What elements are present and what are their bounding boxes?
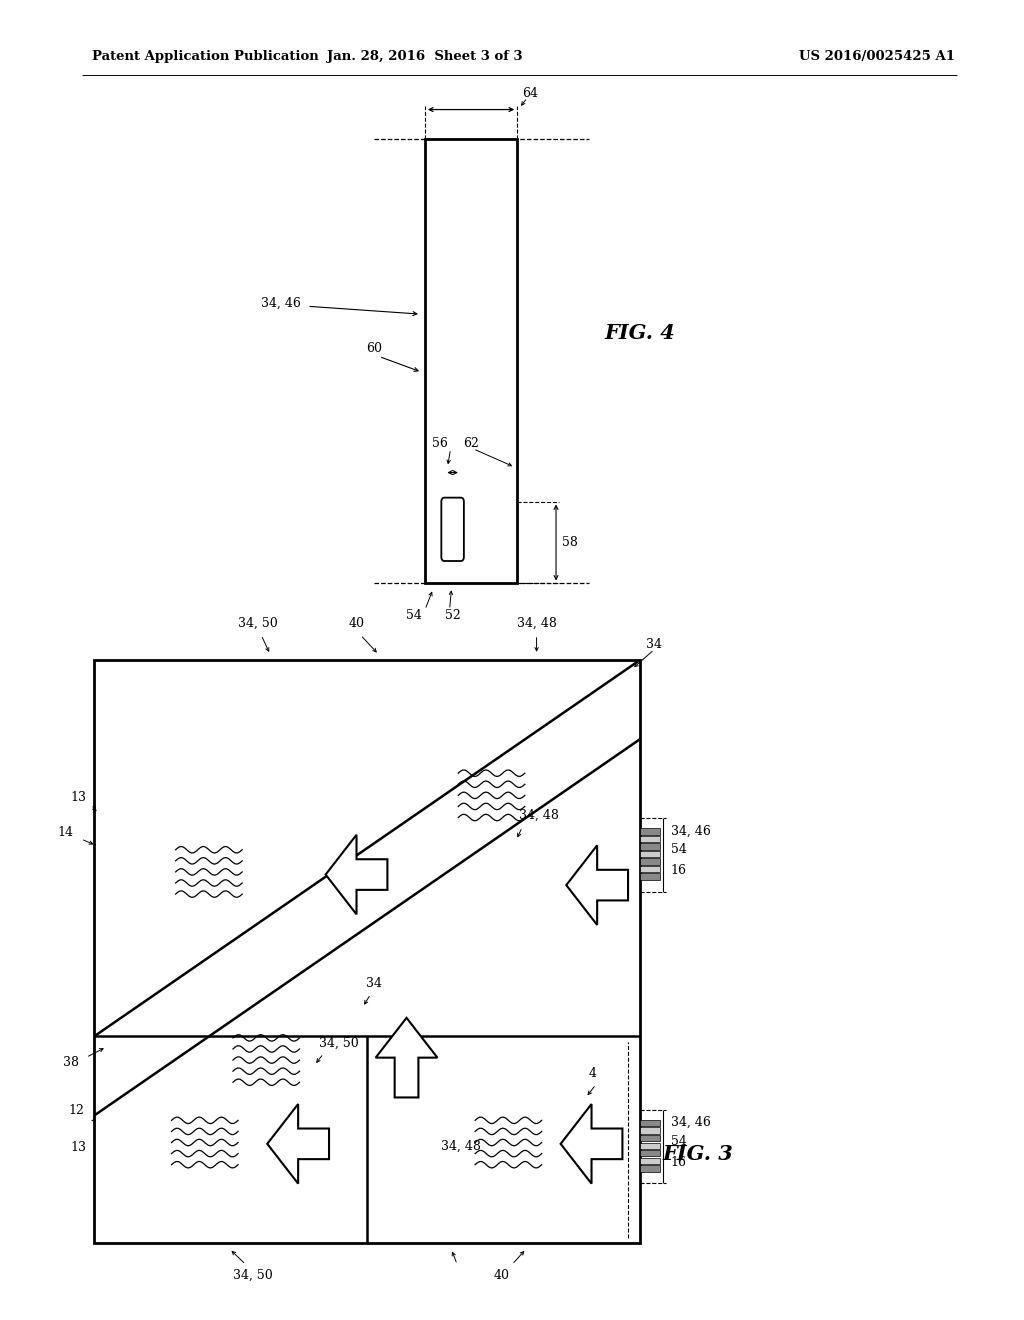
Bar	[640, 1135, 660, 1142]
Text: Patent Application Publication: Patent Application Publication	[92, 50, 318, 63]
Bar	[640, 836, 660, 842]
Polygon shape	[566, 845, 628, 925]
Text: 34, 50: 34, 50	[233, 1269, 272, 1282]
Bar	[640, 866, 660, 873]
Bar	[640, 1127, 660, 1134]
Text: US 2016/0025425 A1: US 2016/0025425 A1	[799, 50, 954, 63]
Text: 34, 48: 34, 48	[519, 809, 559, 821]
Text: 54: 54	[671, 843, 687, 855]
Polygon shape	[561, 1104, 623, 1184]
Text: 13: 13	[70, 792, 86, 804]
Text: 34, 50: 34, 50	[319, 1036, 359, 1049]
Text: 38: 38	[62, 1056, 79, 1069]
Bar	[640, 851, 660, 857]
Text: 40: 40	[494, 1269, 510, 1282]
Text: 58: 58	[562, 536, 579, 549]
Text: FIG. 4: FIG. 4	[604, 322, 675, 343]
Text: 34, 50: 34, 50	[239, 616, 278, 630]
Text: 16: 16	[671, 865, 687, 876]
Text: 4: 4	[589, 1068, 597, 1080]
Text: 52: 52	[445, 609, 461, 622]
Text: 64: 64	[522, 87, 539, 100]
Text: 34, 46: 34, 46	[261, 297, 301, 310]
Text: 16: 16	[671, 1156, 687, 1168]
Text: FIG. 3: FIG. 3	[663, 1143, 733, 1164]
FancyBboxPatch shape	[441, 498, 464, 561]
Text: 34, 46: 34, 46	[671, 825, 711, 837]
Text: 34, 48: 34, 48	[441, 1140, 481, 1152]
Bar	[640, 858, 660, 865]
Text: 54: 54	[406, 609, 422, 622]
Text: 54: 54	[671, 1135, 687, 1147]
Bar	[640, 1143, 660, 1148]
Bar	[640, 828, 660, 834]
Text: 34, 46: 34, 46	[671, 1117, 711, 1129]
Text: 34: 34	[646, 638, 663, 651]
Bar	[425, 139, 517, 583]
Bar	[640, 843, 660, 850]
Polygon shape	[267, 1104, 329, 1184]
Text: Jan. 28, 2016  Sheet 3 of 3: Jan. 28, 2016 Sheet 3 of 3	[327, 50, 523, 63]
Bar	[640, 874, 660, 880]
Text: 13: 13	[70, 1142, 86, 1154]
Text: 34, 48: 34, 48	[517, 616, 556, 630]
Text: 60: 60	[367, 342, 383, 355]
Text: 12: 12	[68, 1105, 84, 1117]
Text: 40: 40	[348, 616, 365, 630]
Text: 62: 62	[463, 437, 479, 450]
Bar	[640, 1166, 660, 1172]
Text: 34: 34	[366, 977, 382, 990]
Polygon shape	[376, 1018, 437, 1097]
Text: 56: 56	[431, 437, 447, 450]
Polygon shape	[326, 834, 387, 915]
Bar	[640, 1150, 660, 1156]
Bar	[640, 1158, 660, 1164]
Bar	[640, 1119, 660, 1126]
Bar	[94, 660, 640, 1243]
Text: 14: 14	[57, 826, 74, 838]
